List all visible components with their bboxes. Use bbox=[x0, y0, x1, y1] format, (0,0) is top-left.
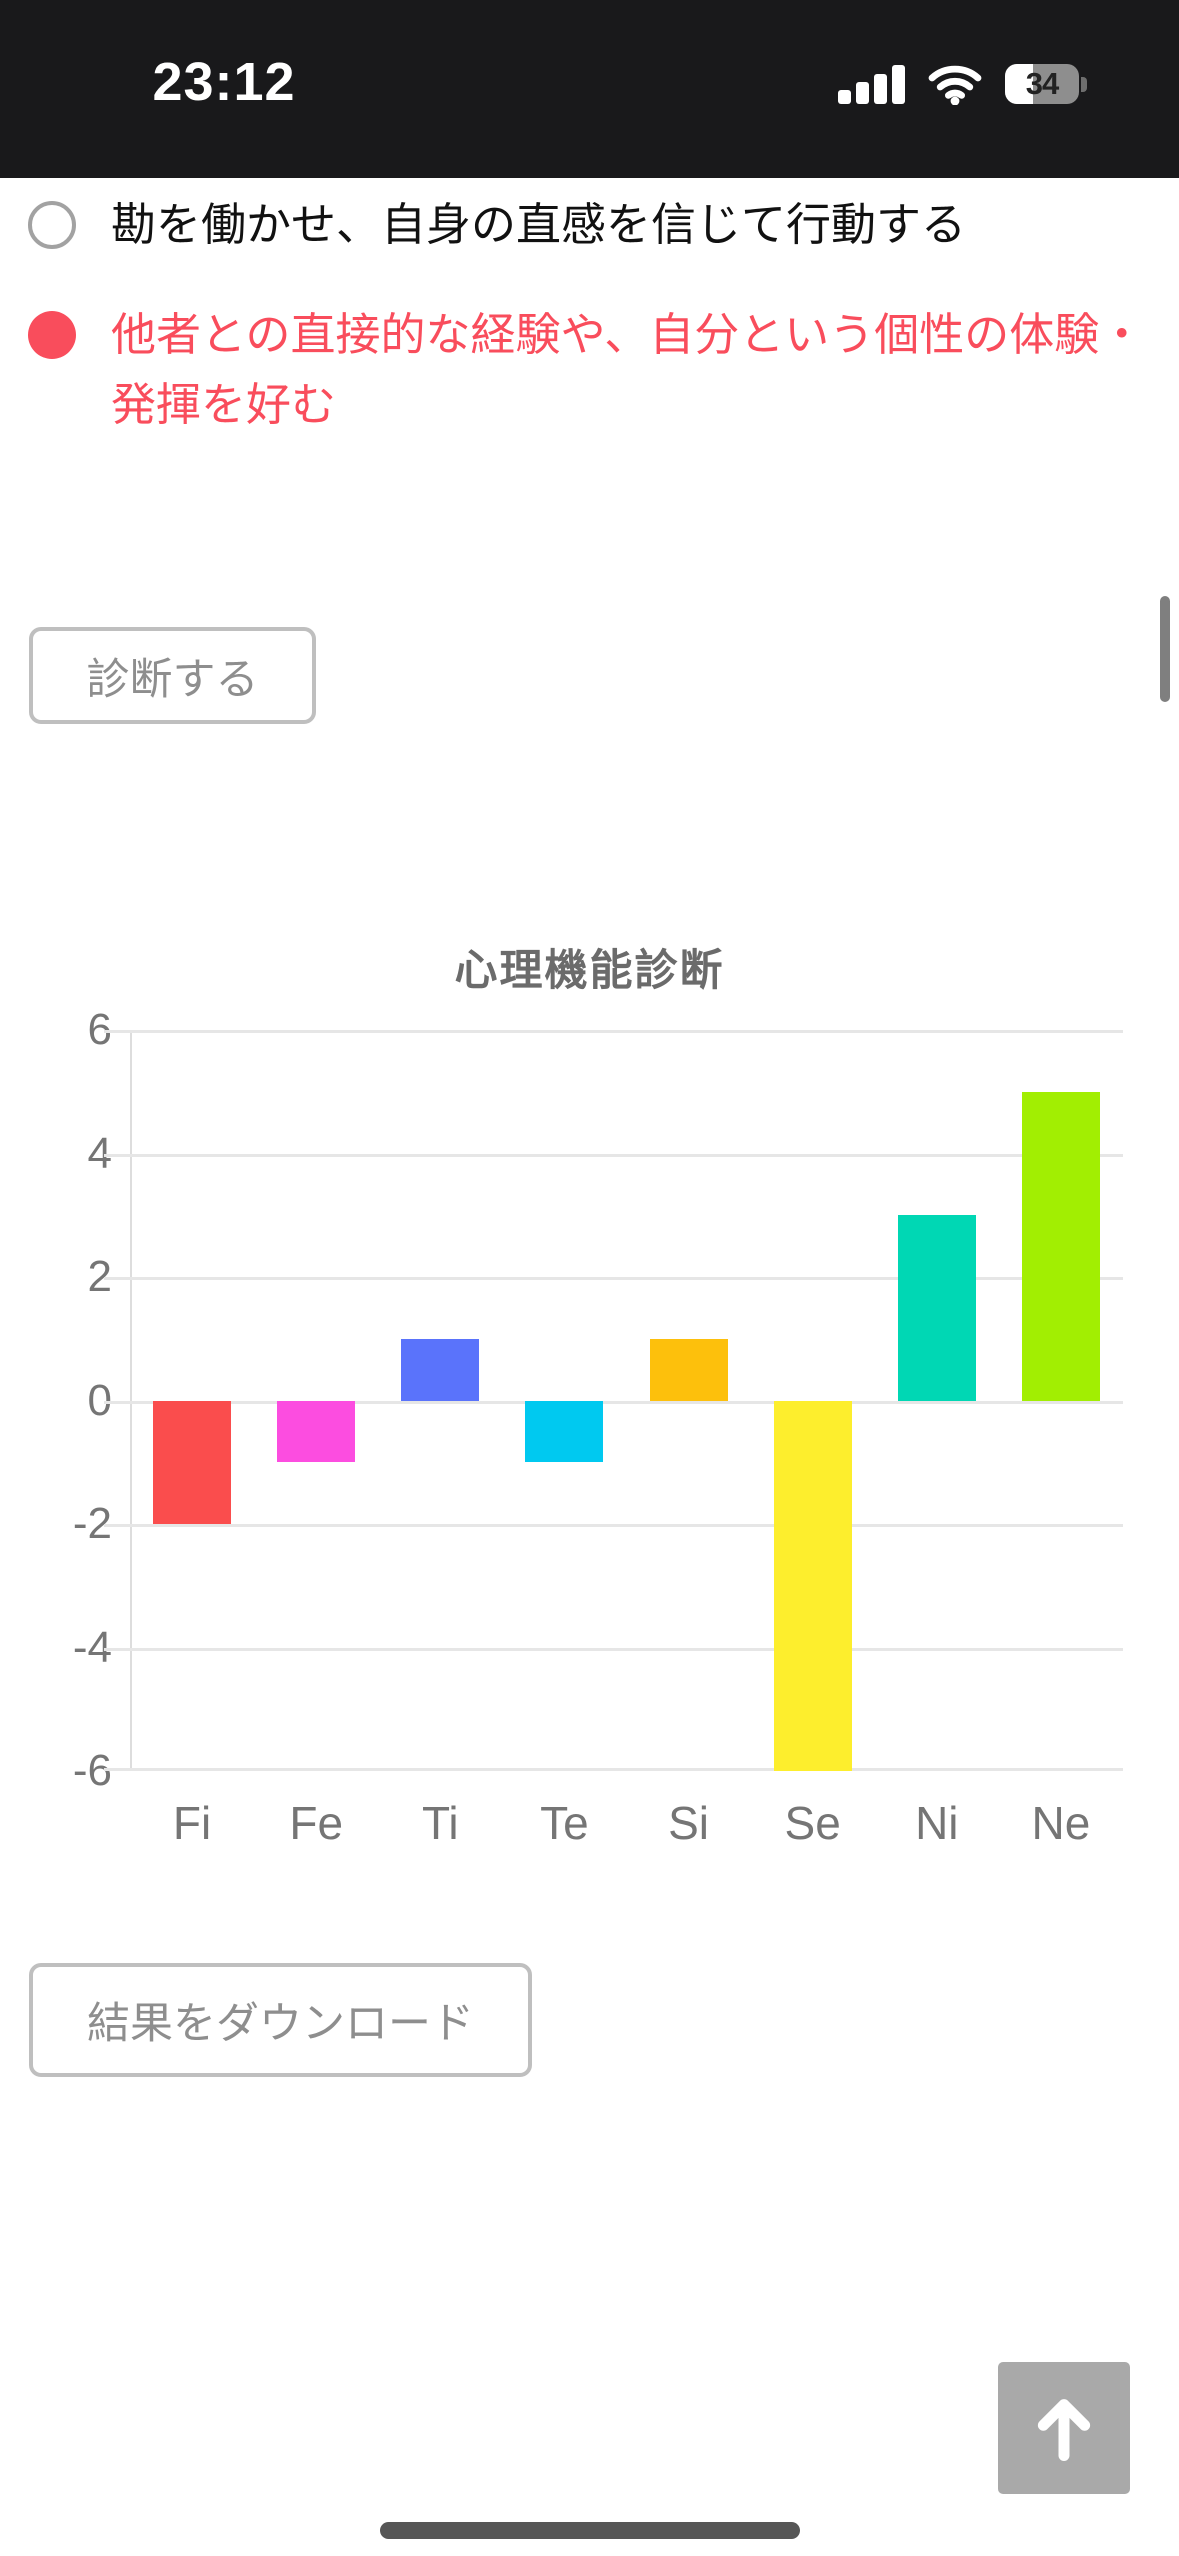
download-results-button[interactable]: 結果をダウンロード bbox=[29, 1963, 532, 2077]
bar-Se[interactable] bbox=[773, 1400, 852, 1771]
answer-option-1[interactable]: 勘を働かせ、自身の直感を信じて行動する bbox=[28, 190, 1153, 260]
chart-x-axis-labels: Fi Fe Ti Te Si Se Ni Ne bbox=[130, 1796, 1123, 1856]
bar-Te[interactable] bbox=[525, 1400, 604, 1463]
chart-plot[interactable] bbox=[104, 1030, 1123, 1771]
chart-y-axis-labels: 6 4 2 0 -2 -4 -6 bbox=[0, 1005, 112, 1795]
y-tick-4 bbox=[104, 1153, 130, 1157]
radio-selected-icon[interactable] bbox=[28, 311, 76, 359]
answer-option-1-label: 勘を働かせ、自身の直感を信じて行動する bbox=[111, 199, 967, 250]
diagnose-button[interactable]: 診断する bbox=[29, 627, 316, 724]
battery-icon: 34 bbox=[1005, 64, 1087, 104]
x-label-Fe: Fe bbox=[289, 1797, 344, 1849]
radio-unselected-icon[interactable] bbox=[28, 201, 76, 249]
x-label-Ti: Ti bbox=[422, 1797, 459, 1849]
bar-Ni[interactable] bbox=[897, 1215, 976, 1401]
cellular-signal-icon bbox=[838, 64, 905, 104]
x-label-Ni: Ni bbox=[915, 1797, 959, 1849]
bar-Ne[interactable] bbox=[1021, 1091, 1100, 1401]
gridline--2 bbox=[130, 1524, 1123, 1527]
gridline--4 bbox=[130, 1647, 1123, 1651]
bar-Fi[interactable] bbox=[153, 1400, 232, 1524]
arrow-up-icon bbox=[1037, 2399, 1091, 2461]
bar-Si[interactable] bbox=[649, 1338, 728, 1401]
y-tick-label-6: 6 bbox=[87, 1005, 112, 1054]
y-tick--2 bbox=[104, 1524, 130, 1527]
y-tick-2 bbox=[104, 1277, 130, 1280]
x-label-Si: Si bbox=[668, 1797, 710, 1849]
y-tick-6 bbox=[104, 1030, 130, 1033]
answer-option-2-label: 他者との直接的な経験や、自分という個性の体験・発揮を好む bbox=[111, 309, 1145, 430]
answer-option-2[interactable]: 他者との直接的な経験や、自分という個性の体験・発揮を好む bbox=[28, 300, 1153, 440]
battery-nub bbox=[1081, 76, 1087, 92]
bar-Fe[interactable] bbox=[277, 1400, 356, 1463]
status-bar: 23:12 34 bbox=[0, 0, 1179, 178]
battery-fill bbox=[1005, 64, 1034, 104]
y-tick-label-4: 4 bbox=[87, 1128, 112, 1178]
y-tick-label--6: -6 bbox=[72, 1746, 112, 1795]
gridline--6 bbox=[130, 1768, 1123, 1771]
chart-title: 心理機能診断 bbox=[454, 947, 725, 995]
gridline-0 bbox=[130, 1400, 1123, 1404]
x-label-Se: Se bbox=[784, 1797, 841, 1849]
battery-percent: 34 bbox=[1025, 66, 1059, 101]
gridline-2 bbox=[130, 1277, 1123, 1280]
x-label-Ne: Ne bbox=[1031, 1797, 1091, 1849]
home-indicator[interactable] bbox=[380, 2522, 800, 2539]
y-tick-label-2: 2 bbox=[87, 1252, 112, 1301]
x-label-Fi: Fi bbox=[172, 1797, 212, 1849]
y-tick-label--2: -2 bbox=[72, 1499, 112, 1548]
gridline-6 bbox=[130, 1030, 1123, 1033]
y-tick-label--4: -4 bbox=[72, 1622, 112, 1672]
y-tick--4 bbox=[104, 1647, 130, 1651]
x-label-Te: Te bbox=[540, 1797, 589, 1849]
status-icons: 34 bbox=[838, 60, 1087, 108]
wifi-icon bbox=[928, 65, 982, 105]
y-tick-0 bbox=[104, 1400, 130, 1404]
gridline-4 bbox=[130, 1153, 1123, 1157]
scrollbar-thumb[interactable] bbox=[1160, 596, 1170, 702]
bar-Ti[interactable] bbox=[401, 1338, 480, 1401]
scroll-to-top-button[interactable] bbox=[998, 2362, 1130, 2494]
y-tick-label-0: 0 bbox=[87, 1375, 112, 1425]
status-time: 23:12 bbox=[152, 52, 296, 112]
y-tick--6 bbox=[104, 1768, 130, 1771]
